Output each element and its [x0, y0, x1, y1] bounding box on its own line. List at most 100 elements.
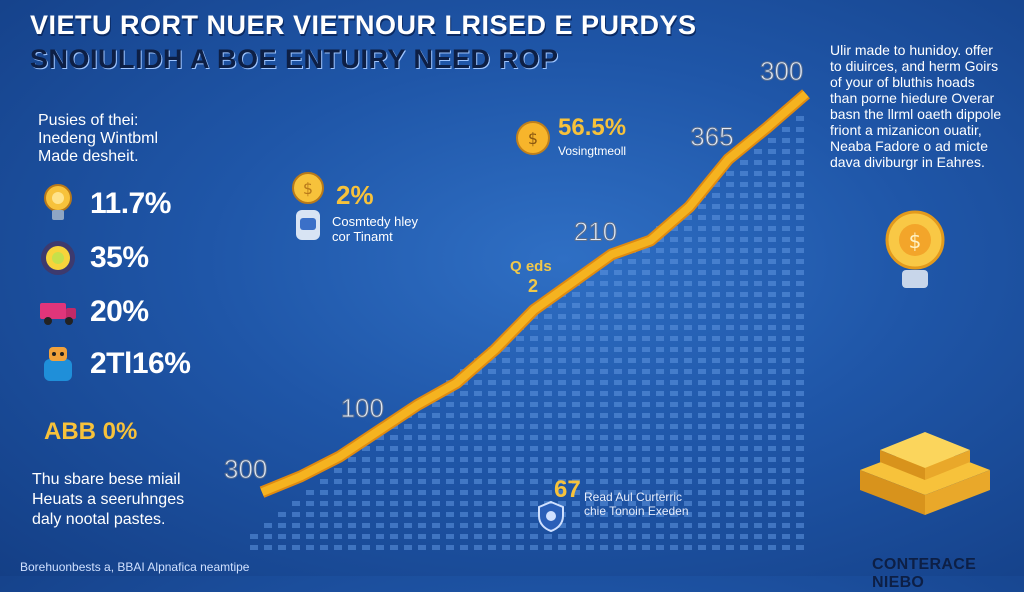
- background-dot: [558, 358, 566, 363]
- background-dot: [460, 435, 468, 440]
- background-dot: [768, 325, 776, 330]
- background-dot: [348, 501, 356, 506]
- background-dot: [656, 446, 664, 451]
- page-title: VIETU RORT NUER VIETNOUR LRISED E PURDYS…: [30, 8, 697, 76]
- background-dot: [530, 380, 538, 385]
- stat-row-1: 11.7%: [36, 182, 171, 226]
- background-dot: [740, 160, 748, 165]
- gold-bars-icon: [850, 410, 1000, 525]
- background-dot: [572, 501, 580, 506]
- background-dot: [740, 336, 748, 341]
- background-dot: [614, 391, 622, 396]
- background-dot: [572, 512, 580, 517]
- background-dot: [698, 545, 706, 550]
- background-dot: [754, 270, 762, 275]
- background-dot: [628, 490, 636, 495]
- brand-label: CONTERACE NIEBO: [872, 556, 977, 591]
- background-dot: [586, 446, 594, 451]
- background-dot: [404, 435, 412, 440]
- background-dot: [698, 468, 706, 473]
- background-dot: [712, 435, 720, 440]
- background-dot: [586, 391, 594, 396]
- background-dot: [656, 358, 664, 363]
- background-dot: [754, 402, 762, 407]
- background-dot: [796, 270, 804, 275]
- left-intro-text: Pusies of thei: Inedeng Wintbml Made des…: [38, 112, 159, 165]
- background-dot: [642, 490, 650, 495]
- background-dot: [656, 501, 664, 506]
- background-dot: [628, 424, 636, 429]
- background-dot: [740, 182, 748, 187]
- background-dot: [306, 490, 314, 495]
- background-dot: [558, 424, 566, 429]
- background-dot: [404, 446, 412, 451]
- background-dot: [796, 204, 804, 209]
- truck-icon: [36, 290, 80, 334]
- background-dot: [754, 457, 762, 462]
- trend-line-series: [260, 90, 809, 496]
- background-dot: [628, 303, 636, 308]
- background-dot: [600, 534, 608, 539]
- background-dot: [656, 402, 664, 407]
- background-dot: [390, 435, 398, 440]
- background-dot: [292, 501, 300, 506]
- background-dot: [642, 270, 650, 275]
- background-dot: [614, 468, 622, 473]
- background-dot: [656, 479, 664, 484]
- background-dot: [628, 380, 636, 385]
- background-dot: [432, 479, 440, 484]
- background-dot: [516, 369, 524, 374]
- background-dot: [404, 501, 412, 506]
- background-dot: [418, 446, 426, 451]
- background-dot: [600, 380, 608, 385]
- background-dot: [796, 479, 804, 484]
- background-dot: [754, 204, 762, 209]
- background-dot: [306, 523, 314, 528]
- background-dot: [600, 446, 608, 451]
- background-dot: [698, 226, 706, 231]
- background-dot: [698, 512, 706, 517]
- background-dot: [600, 325, 608, 330]
- background-dot: [656, 259, 664, 264]
- background-dot: [572, 347, 580, 352]
- background-dot: [460, 457, 468, 462]
- background-dot: [320, 490, 328, 495]
- background-dot: [614, 424, 622, 429]
- background-dot: [684, 413, 692, 418]
- background-dot: [670, 281, 678, 286]
- background-dot: [726, 435, 734, 440]
- background-dot: [446, 512, 454, 517]
- background-dot: [418, 534, 426, 539]
- background-dot: [754, 292, 762, 297]
- background-dot: [418, 479, 426, 484]
- background-dot: [740, 479, 748, 484]
- background-dot: [796, 347, 804, 352]
- background-dot: [572, 303, 580, 308]
- background-dot: [460, 391, 468, 396]
- background-dot: [628, 457, 636, 462]
- background-dot: [740, 226, 748, 231]
- background-dot: [768, 391, 776, 396]
- background-dot: [544, 545, 552, 550]
- background-dot: [768, 336, 776, 341]
- background-dot: [502, 380, 510, 385]
- background-dot: [684, 523, 692, 528]
- background-dot: [712, 479, 720, 484]
- background-dot: [684, 226, 692, 231]
- small-label-2: 2: [528, 276, 539, 296]
- background-dot: [544, 424, 552, 429]
- background-dot: [712, 523, 720, 528]
- background-dot: [796, 369, 804, 374]
- background-dot: [656, 545, 664, 550]
- background-dot: [740, 237, 748, 242]
- background-dot: [698, 534, 706, 539]
- background-dot: [782, 204, 790, 209]
- background-dot: [558, 435, 566, 440]
- background-dot: [698, 215, 706, 220]
- background-dot: [698, 457, 706, 462]
- background-dot: [726, 523, 734, 528]
- background-dot: [460, 512, 468, 517]
- background-dot: [670, 545, 678, 550]
- background-dot: [684, 270, 692, 275]
- background-dot: [614, 369, 622, 374]
